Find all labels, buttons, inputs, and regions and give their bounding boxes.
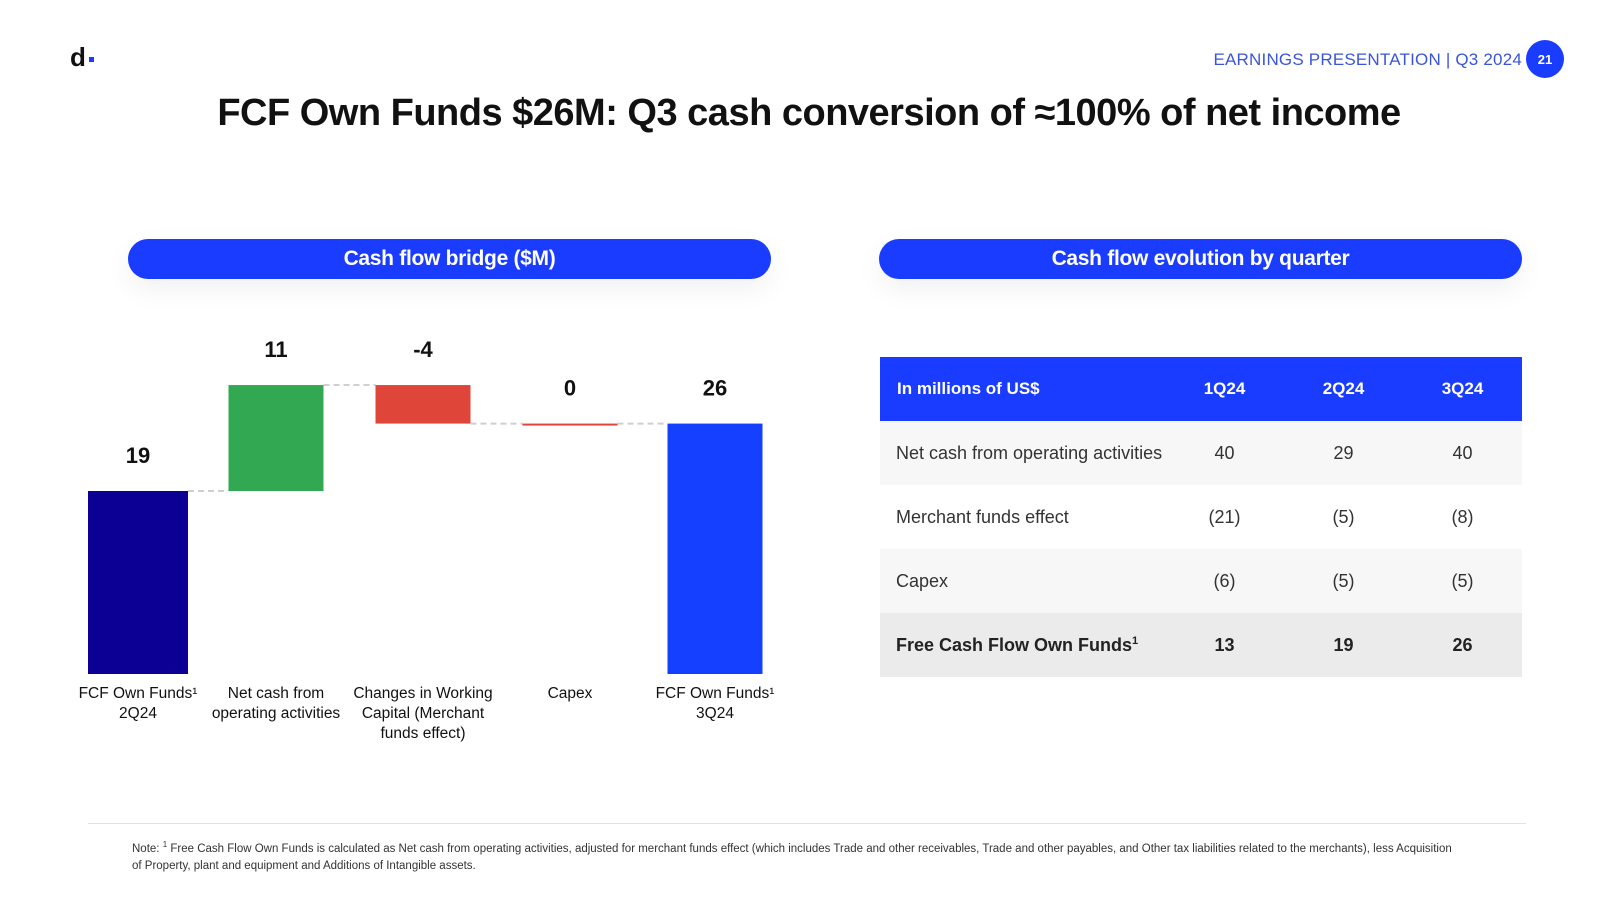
category-label-line: 2Q24	[119, 705, 157, 722]
row-value: 40	[1403, 421, 1522, 485]
category-label: Net cash from operating activities	[201, 684, 351, 724]
total-value: 26	[1403, 613, 1522, 677]
category-label-line: operating activities	[211, 705, 341, 722]
data-label: 19	[126, 443, 150, 468]
evolution-panel-title: Cash flow evolution by quarter	[879, 239, 1522, 279]
page-number-badge: 21	[1526, 40, 1564, 78]
row-value: (6)	[1165, 549, 1284, 613]
company-logo: d	[70, 42, 94, 73]
waterfall-bar	[228, 385, 324, 491]
presentation-header: EARNINGS PRESENTATION | Q3 2024	[1213, 50, 1522, 69]
category-label: Capex	[495, 684, 645, 704]
cash-flow-table: In millions of US$ 1Q24 2Q24 3Q24 Net ca…	[880, 357, 1522, 677]
table-row: Capex (6) (5) (5)	[880, 549, 1522, 613]
category-label-line: funds effect)	[380, 725, 466, 742]
category-label: FCF Own Funds¹ 2Q24	[63, 684, 213, 724]
data-label: -4	[413, 337, 433, 362]
cash-flow-bridge-chart: 19 11 -4 0 26	[88, 337, 763, 674]
footnote-divider	[88, 823, 1526, 824]
category-label-line: Capex	[547, 685, 593, 702]
data-label: 26	[703, 376, 727, 401]
waterfall-bar	[667, 423, 763, 674]
row-value: (5)	[1403, 549, 1522, 613]
total-label: Free Cash Flow Own Funds1	[880, 613, 1165, 677]
logo-dot	[88, 56, 94, 62]
table-header-cell: 3Q24	[1403, 357, 1522, 421]
category-label-line: 3Q24	[696, 705, 734, 722]
category-label-line: Capital (Merchant	[361, 705, 485, 722]
table-header-cell: 1Q24	[1165, 357, 1284, 421]
data-label: 0	[564, 376, 576, 401]
row-label: Capex	[880, 549, 1165, 613]
row-label: Net cash from operating activities	[880, 421, 1165, 485]
row-value: (5)	[1284, 549, 1403, 613]
bridge-panel-title: Cash flow bridge ($M)	[128, 239, 771, 279]
table-total-row: Free Cash Flow Own Funds1 13 19 26	[880, 613, 1522, 677]
category-label-line: FCF Own Funds¹	[78, 685, 198, 702]
footnote-marker: 1	[162, 840, 168, 849]
category-label: Changes in Working Capital (Merchant funds…	[348, 684, 498, 744]
total-value: 19	[1284, 613, 1403, 677]
row-value: (5)	[1332, 506, 1355, 527]
waterfall-bar	[375, 385, 471, 424]
row-label: Merchant funds effect	[896, 506, 1069, 527]
category-label-line: Changes in Working	[353, 685, 493, 702]
total-value: 13	[1165, 613, 1284, 677]
waterfall-bar	[88, 491, 188, 674]
category-label-line: Net cash from	[227, 685, 325, 702]
row-value: (8)	[1451, 506, 1474, 527]
table-row: Merchant funds effect (21) (5) (8)	[880, 485, 1522, 549]
row-value: (21)	[1208, 506, 1241, 527]
row-value: 29	[1284, 421, 1403, 485]
footnote: Note: 1 Free Cash Flow Own Funds is calc…	[132, 840, 1452, 872]
table-header-cell: In millions of US$	[880, 357, 1165, 421]
page-title: FCF Own Funds $26M: Q3 cash conversion o…	[217, 92, 1401, 134]
data-label: 11	[264, 337, 287, 362]
category-label: FCF Own Funds¹ 3Q24	[640, 684, 790, 724]
table-header-cell: 2Q24	[1284, 357, 1403, 421]
total-footnote-marker: 1	[1132, 634, 1139, 647]
table-row: Net cash from operating activities 40 29…	[880, 421, 1522, 485]
waterfall-bar	[522, 423, 618, 426]
row-value: 40	[1165, 421, 1284, 485]
category-label-line: FCF Own Funds¹	[655, 685, 775, 702]
table-header-row: In millions of US$ 1Q24 2Q24 3Q24	[880, 357, 1522, 421]
